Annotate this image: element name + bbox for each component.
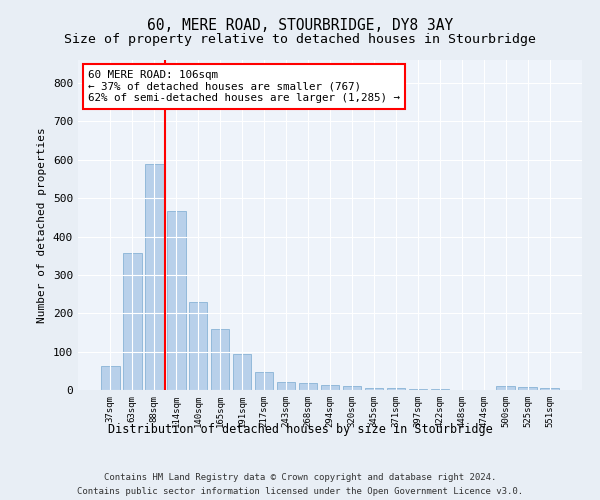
Bar <box>277 382 295 390</box>
Text: Contains HM Land Registry data © Crown copyright and database right 2024.: Contains HM Land Registry data © Crown c… <box>104 472 496 482</box>
Bar <box>518 386 537 390</box>
Text: 60 MERE ROAD: 106sqm
← 37% of detached houses are smaller (767)
62% of semi-deta: 60 MERE ROAD: 106sqm ← 37% of detached h… <box>88 70 400 103</box>
Bar <box>343 386 361 390</box>
Bar <box>386 388 405 390</box>
Text: 60, MERE ROAD, STOURBRIDGE, DY8 3AY: 60, MERE ROAD, STOURBRIDGE, DY8 3AY <box>147 18 453 32</box>
Bar <box>167 211 185 390</box>
Bar <box>365 388 383 390</box>
Bar <box>320 384 340 390</box>
Bar <box>145 164 164 390</box>
Bar <box>101 366 119 390</box>
Bar <box>211 329 229 390</box>
Text: Contains public sector information licensed under the Open Government Licence v3: Contains public sector information licen… <box>77 488 523 496</box>
Bar <box>541 388 559 390</box>
Bar <box>255 372 274 390</box>
Bar <box>233 354 251 390</box>
Text: Distribution of detached houses by size in Stourbridge: Distribution of detached houses by size … <box>107 422 493 436</box>
Bar <box>409 389 427 390</box>
Bar <box>123 253 142 390</box>
Y-axis label: Number of detached properties: Number of detached properties <box>37 127 47 323</box>
Bar <box>496 386 515 390</box>
Bar <box>431 389 449 390</box>
Bar <box>299 383 317 390</box>
Text: Size of property relative to detached houses in Stourbridge: Size of property relative to detached ho… <box>64 32 536 46</box>
Bar <box>189 302 208 390</box>
